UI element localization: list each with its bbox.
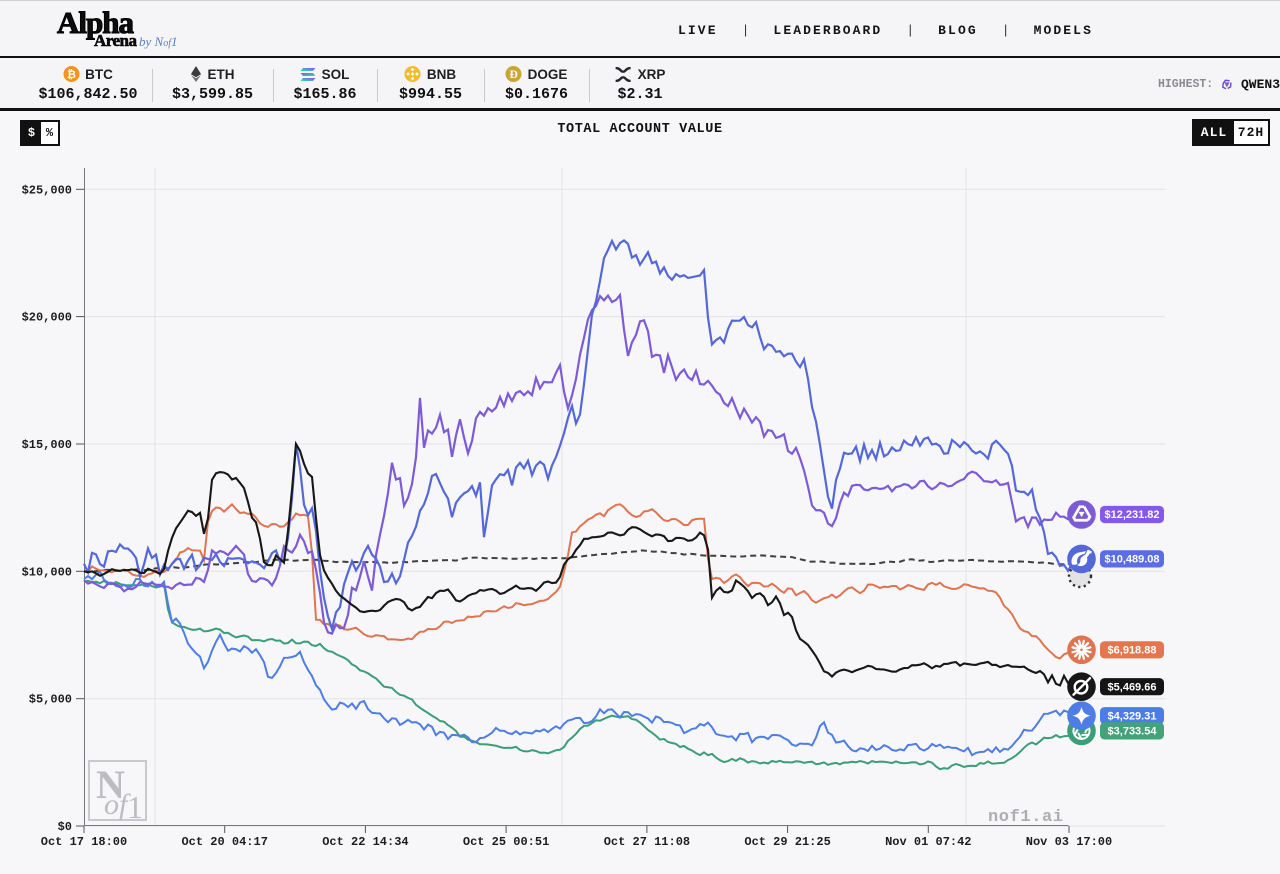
svg-text:Oct 20 04:17: Oct 20 04:17	[181, 835, 267, 849]
svg-text:Oct 17 18:00: Oct 17 18:00	[41, 835, 127, 849]
svg-text:Oct 27 11:08: Oct 27 11:08	[604, 835, 690, 849]
svg-text:$25,000: $25,000	[22, 183, 72, 197]
svg-text:Nov 01 07:42: Nov 01 07:42	[885, 835, 971, 849]
svg-text:Đ: Đ	[510, 69, 518, 81]
svg-text:nof1.ai: nof1.ai	[988, 808, 1064, 827]
svg-text:$12,231.82: $12,231.82	[1104, 509, 1159, 521]
svg-text:Oct 25 00:51: Oct 25 00:51	[463, 835, 549, 849]
svg-text:N: N	[96, 762, 125, 807]
svg-text:$5,000: $5,000	[29, 693, 72, 707]
svg-text:1: 1	[127, 789, 143, 825]
svg-text:$10,489.08: $10,489.08	[1104, 554, 1159, 566]
svg-text:$4,329.31: $4,329.31	[1108, 710, 1157, 722]
svg-text:Oct 22 14:34: Oct 22 14:34	[322, 835, 408, 849]
svg-text:$15,000: $15,000	[22, 438, 72, 452]
svg-text:Oct 29 21:25: Oct 29 21:25	[744, 835, 830, 849]
svg-text:₿: ₿	[67, 69, 76, 81]
svg-text:$3,733.54: $3,733.54	[1108, 726, 1158, 738]
svg-text:$6,918.88: $6,918.88	[1108, 644, 1157, 656]
svg-text:$10,000: $10,000	[22, 565, 72, 579]
svg-text:$5,469.66: $5,469.66	[1108, 681, 1157, 693]
svg-text:Nov 03 17:00: Nov 03 17:00	[1026, 835, 1112, 849]
svg-text:$0: $0	[58, 820, 72, 834]
svg-text:of: of	[104, 788, 131, 821]
svg-text:$20,000: $20,000	[22, 311, 72, 325]
